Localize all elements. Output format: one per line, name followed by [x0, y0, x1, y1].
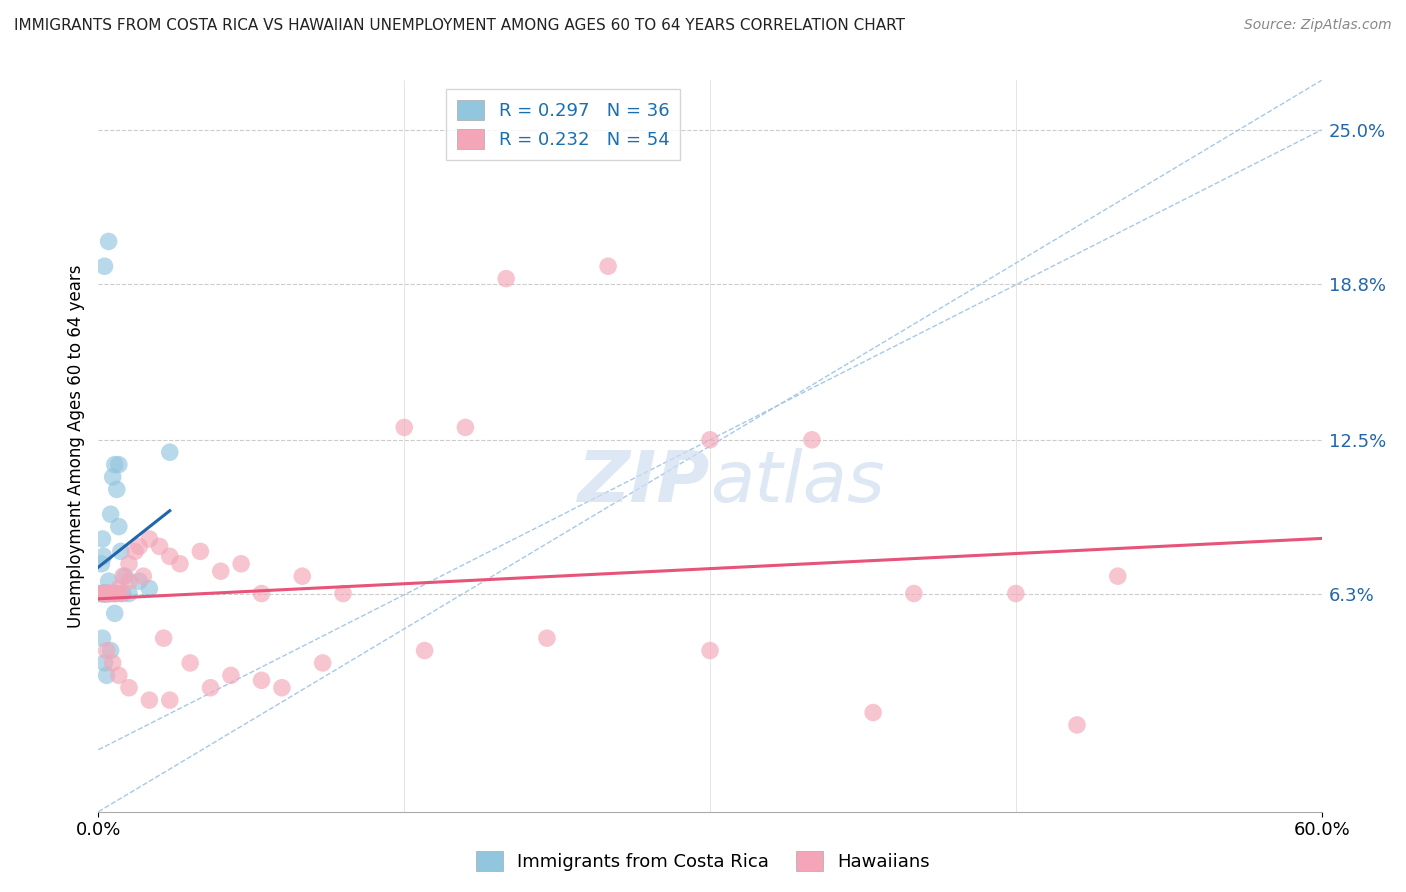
- Point: [200, 681, 222, 695]
- Point: [169, 557, 191, 571]
- Point: [96, 586, 118, 600]
- Point: [93, 586, 115, 600]
- Point: [188, 544, 212, 558]
- Point: [1066, 718, 1088, 732]
- Point: [495, 271, 517, 285]
- Point: [93, 586, 115, 600]
- Point: [110, 544, 132, 558]
- Point: [118, 557, 141, 571]
- Point: [93, 586, 115, 600]
- Point: [104, 607, 127, 621]
- Point: [250, 586, 273, 600]
- Point: [128, 540, 150, 554]
- Point: [250, 673, 273, 688]
- Point: [89, 586, 111, 600]
- Point: [138, 582, 160, 596]
- Point: [903, 586, 925, 600]
- Point: [209, 564, 232, 578]
- Point: [97, 574, 120, 588]
- Point: [101, 656, 124, 670]
- Point: [97, 235, 120, 249]
- Point: [97, 586, 120, 600]
- Point: [118, 574, 141, 588]
- Point: [1107, 569, 1129, 583]
- Point: [1004, 586, 1026, 600]
- Point: [699, 433, 721, 447]
- Point: [332, 586, 354, 600]
- Point: [124, 544, 146, 558]
- Point: [90, 586, 112, 600]
- Point: [699, 643, 721, 657]
- Point: [101, 470, 124, 484]
- Point: [862, 706, 884, 720]
- Point: [454, 420, 477, 434]
- Point: [104, 586, 127, 600]
- Point: [97, 586, 120, 600]
- Point: [93, 586, 115, 600]
- Point: [312, 656, 335, 670]
- Point: [108, 668, 131, 682]
- Point: [118, 586, 141, 600]
- Text: ZIP: ZIP: [578, 448, 710, 517]
- Point: [149, 540, 172, 554]
- Point: [93, 586, 115, 600]
- Point: [111, 586, 134, 600]
- Point: [138, 532, 160, 546]
- Point: [132, 569, 155, 583]
- Point: [94, 586, 117, 600]
- Point: [91, 586, 114, 600]
- Point: [104, 586, 127, 600]
- Point: [128, 574, 150, 588]
- Point: [231, 557, 253, 571]
- Point: [100, 507, 122, 521]
- Text: atlas: atlas: [710, 448, 884, 517]
- Point: [159, 549, 181, 564]
- Point: [392, 420, 416, 434]
- Point: [111, 569, 134, 583]
- Point: [96, 643, 118, 657]
- Point: [105, 586, 128, 600]
- Point: [94, 586, 117, 600]
- Point: [801, 433, 824, 447]
- Point: [100, 586, 122, 600]
- Point: [138, 693, 160, 707]
- Point: [96, 668, 118, 682]
- Point: [114, 569, 136, 583]
- Point: [104, 458, 127, 472]
- Point: [100, 643, 122, 657]
- Point: [97, 586, 120, 600]
- Point: [291, 569, 314, 583]
- Point: [91, 532, 114, 546]
- Point: [91, 586, 114, 600]
- Point: [101, 586, 124, 600]
- Point: [179, 656, 201, 670]
- Point: [159, 693, 181, 707]
- Point: [159, 445, 181, 459]
- Point: [105, 483, 128, 497]
- Y-axis label: Unemployment Among Ages 60 to 64 years: Unemployment Among Ages 60 to 64 years: [66, 264, 84, 628]
- Point: [536, 631, 558, 645]
- Point: [118, 681, 141, 695]
- Point: [93, 549, 115, 564]
- Point: [413, 643, 436, 657]
- Point: [91, 631, 114, 645]
- Point: [93, 656, 115, 670]
- Point: [96, 586, 118, 600]
- Point: [90, 557, 112, 571]
- Point: [108, 458, 131, 472]
- Point: [596, 259, 619, 273]
- Point: [110, 586, 132, 600]
- Point: [219, 668, 242, 682]
- Text: Source: ZipAtlas.com: Source: ZipAtlas.com: [1244, 18, 1392, 32]
- Point: [108, 582, 131, 596]
- Point: [270, 681, 294, 695]
- Point: [93, 259, 115, 273]
- Point: [108, 519, 131, 533]
- Point: [152, 631, 174, 645]
- Text: IMMIGRANTS FROM COSTA RICA VS HAWAIIAN UNEMPLOYMENT AMONG AGES 60 TO 64 YEARS CO: IMMIGRANTS FROM COSTA RICA VS HAWAIIAN U…: [14, 18, 905, 33]
- Legend: R = 0.297   N = 36, R = 0.232   N = 54: R = 0.297 N = 36, R = 0.232 N = 54: [446, 89, 681, 160]
- Legend: Immigrants from Costa Rica, Hawaiians: Immigrants from Costa Rica, Hawaiians: [468, 844, 938, 879]
